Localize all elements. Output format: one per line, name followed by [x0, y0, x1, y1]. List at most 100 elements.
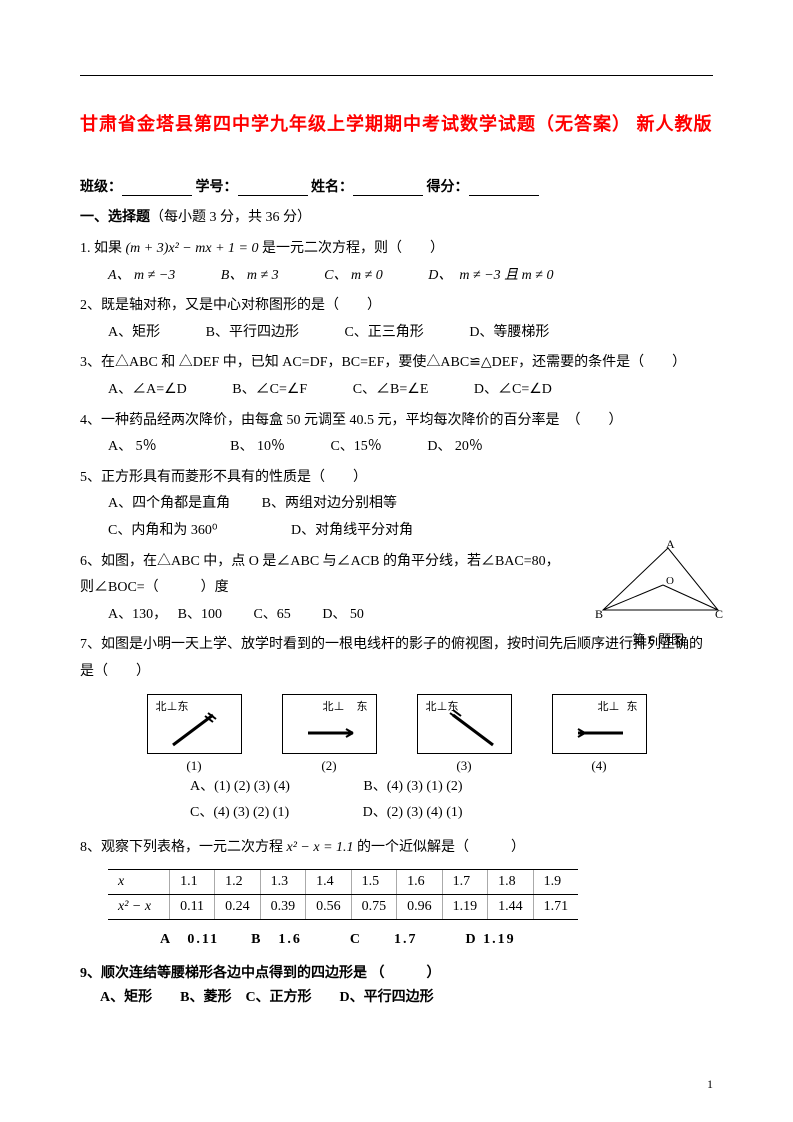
table-cell: 0.56	[306, 895, 352, 920]
q6-opt-d[interactable]: D、 50	[322, 607, 364, 622]
q8-table: x 1.1 1.2 1.3 1.4 1.5 1.6 1.7 1.8 1.9 x²…	[108, 869, 578, 920]
table-cell: 0.96	[397, 895, 443, 920]
q7-options-row2: C、(4) (3) (2) (1) D、(2) (3) (4) (1)	[80, 800, 713, 827]
q1-opt-d[interactable]: D、 m ≠ −3 且 m ≠ 0	[428, 268, 553, 283]
question-1: 1. 如果 (m + 3)x² − mx + 1 = 0 是一元二次方程，则（ …	[80, 236, 713, 263]
q2-opt-c[interactable]: C、正三角形	[344, 325, 423, 340]
q7-opt-a[interactable]: A、(1) (2) (3) (4)	[190, 779, 290, 794]
table-cell: 1.6	[397, 870, 443, 895]
q8-stem-b: 的一个近似解是（ ）	[354, 840, 526, 855]
q2-opt-b[interactable]: B、平行四边形	[206, 325, 299, 340]
class-label: 班级：	[80, 180, 122, 195]
q4-opt-b[interactable]: B、 10％	[230, 439, 285, 454]
q4-opt-c[interactable]: C、15％	[330, 439, 381, 454]
q6-opt-c[interactable]: C、65	[253, 607, 290, 622]
shadow-line-icon	[418, 695, 513, 755]
table-cell: 0.75	[351, 895, 397, 920]
q3-opt-a[interactable]: A、∠A=∠D	[108, 382, 187, 397]
svg-text:B: B	[595, 607, 603, 621]
q5-opt-b[interactable]: B、两组对边分别相等	[262, 496, 397, 511]
q7-opt-d[interactable]: D、(2) (3) (4) (1)	[363, 805, 463, 820]
table-cell: 1.71	[533, 895, 578, 920]
q7-options-row1: A、(1) (2) (3) (4) B、(4) (3) (1) (2)	[80, 774, 713, 801]
table-cell: 1.9	[533, 870, 578, 895]
section-1-title: 一、选择题	[80, 210, 150, 225]
page-number: 1	[707, 1077, 713, 1092]
section-1-header: 一、选择题（每小题 3 分，共 36 分）	[80, 206, 713, 226]
table-cell: 0.11	[170, 895, 215, 920]
table-cell: 1.2	[215, 870, 261, 895]
header-rule	[80, 75, 713, 76]
q8-rowhead-y: x² − x	[108, 895, 170, 920]
q5-opt-c[interactable]: C、内角和为 360⁰	[108, 523, 217, 538]
q4-opt-d[interactable]: D、 20％	[427, 439, 483, 454]
q7-fig-4-num: (4)	[552, 758, 647, 774]
q2-opt-a[interactable]: A、矩形	[108, 325, 160, 340]
q8-table-row-y: x² − x 0.11 0.24 0.39 0.56 0.75 0.96 1.1…	[108, 895, 578, 920]
question-4: 4、一种药品经两次降价，由每盒 50 元调至 40.5 元，平均每次降价的百分率…	[80, 408, 713, 435]
q6-opt-a[interactable]: A、130，	[108, 607, 160, 622]
q8-options-text[interactable]: A 0.11 B 1.6 C 1.7 D 1.19	[160, 932, 516, 947]
q1-opt-b[interactable]: B、 m ≠ 3	[221, 268, 279, 283]
student-info-line: 班级： 学号： 姓名： 得分：	[80, 176, 713, 196]
q1-opt-c[interactable]: C、 m ≠ 0	[324, 268, 383, 283]
q7-opt-c[interactable]: C、(4) (3) (2) (1)	[190, 805, 289, 820]
q8-equation: x² − x = 1.1	[287, 840, 354, 855]
class-blank[interactable]	[122, 182, 192, 196]
q7-fig-2-num: (2)	[282, 758, 377, 774]
q1-equation: (m + 3)x² − mx + 1 = 0	[126, 241, 259, 256]
q7-opt-b[interactable]: B、(4) (3) (1) (2)	[363, 779, 462, 794]
section-1-note: （每小题 3 分，共 36 分）	[150, 210, 311, 225]
q6-opt-b[interactable]: B、100	[178, 607, 222, 622]
name-blank[interactable]	[353, 182, 423, 196]
table-cell: 1.19	[442, 895, 488, 920]
question-5: 5、正方形具有而菱形不具有的性质是（ ）	[80, 465, 713, 492]
q7-fig-1: 北⊥东 (1)	[147, 694, 242, 774]
question-9: 9、顺次连结等腰梯形各边中点得到的四边形是 （ ）	[80, 962, 713, 982]
q8-options: A 0.11 B 1.6 C 1.7 D 1.19	[80, 928, 713, 948]
name-label: 姓名：	[311, 180, 353, 195]
table-cell: 1.1	[170, 870, 215, 895]
q5-opt-a[interactable]: A、四个角都是直角	[108, 496, 230, 511]
question-8: 8、观察下列表格，一元二次方程 x² − x = 1.1 的一个近似解是（ ）	[80, 835, 713, 862]
id-label: 学号：	[196, 180, 238, 195]
shadow-line-icon	[283, 695, 378, 755]
q1-stem-b: 是一元二次方程，则（ ）	[258, 241, 444, 256]
exam-title: 甘肃省金塔县第四中学九年级上学期期中考试数学试题（无答案） 新人教版	[80, 110, 713, 136]
q8-stem-a: 8、观察下列表格，一元二次方程	[80, 840, 287, 855]
table-cell: 1.5	[351, 870, 397, 895]
q4-opt-a[interactable]: A、 5％	[108, 439, 157, 454]
q7-fig-3-num: (3)	[417, 758, 512, 774]
q2-opt-d[interactable]: D、等腰梯形	[469, 325, 549, 340]
score-blank[interactable]	[469, 182, 539, 196]
table-cell: 1.4	[306, 870, 352, 895]
q7-fig-4: 北⊥ 东 (4)	[552, 694, 647, 774]
shadow-line-icon	[148, 695, 243, 755]
q3-opt-b[interactable]: B、∠C=∠F	[232, 382, 307, 397]
q9-options[interactable]: A、矩形 B、菱形 C、正方形 D、平行四边形	[80, 986, 713, 1006]
q7-fig-2: 北⊥ 东 (2)	[282, 694, 377, 774]
q7-fig-1-num: (1)	[147, 758, 242, 774]
question-3: 3、在△ABC 和 △DEF 中，已知 AC=DF，BC=EF，要使△ABC≌△…	[80, 350, 713, 377]
q7-figures: 北⊥东 (1) 北⊥ 东 (2) 北⊥东	[80, 694, 713, 774]
table-cell: 0.24	[215, 895, 261, 920]
q1-opt-a[interactable]: A、 m ≠ −3	[108, 268, 175, 283]
q5-options-row1: A、四个角都是直角 B、两组对边分别相等	[80, 491, 713, 518]
q5-opt-d[interactable]: D、对角线平分对角	[291, 523, 413, 538]
table-cell: 1.8	[488, 870, 534, 895]
table-cell: 1.7	[442, 870, 488, 895]
q7-fig-3: 北⊥东 (3)	[417, 694, 512, 774]
svg-text:A: A	[666, 540, 675, 551]
svg-text:O: O	[666, 575, 674, 587]
question-2: 2、既是轴对称，又是中心对称图形的是（ ）	[80, 293, 713, 320]
q8-rowhead-x: x	[108, 870, 170, 895]
q1-options: A、 m ≠ −3 B、 m ≠ 3 C、 m ≠ 0 D、 m ≠ −3 且 …	[80, 263, 713, 290]
q3-options: A、∠A=∠D B、∠C=∠F C、∠B=∠E D、∠C=∠D	[80, 377, 713, 404]
q3-opt-c[interactable]: C、∠B=∠E	[353, 382, 429, 397]
id-blank[interactable]	[238, 182, 308, 196]
q6-figure: A B C O 第 6 题图	[593, 540, 723, 648]
q4-options: A、 5％ B、 10％ C、15％ D、 20％	[80, 434, 713, 461]
q1-stem-a: 1. 如果	[80, 241, 126, 256]
q3-opt-d[interactable]: D、∠C=∠D	[474, 382, 552, 397]
q6-triangle-icon: A B C O	[593, 540, 723, 625]
